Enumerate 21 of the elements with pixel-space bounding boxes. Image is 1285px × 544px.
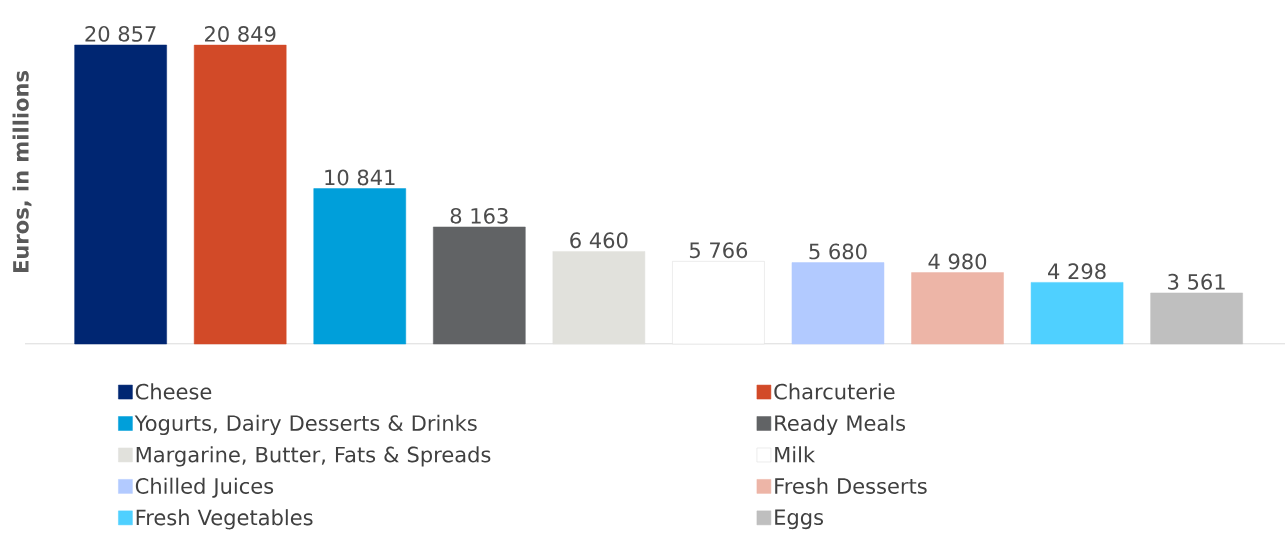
legend-label: Fresh Vegetables — [136, 509, 313, 530]
legend-label: Charcuterie — [774, 383, 895, 400]
data-label: 5 680 — [809, 243, 867, 260]
legend-label: Chilled Juices — [135, 477, 274, 498]
legend-label: Ready Meals — [775, 414, 906, 436]
legend-label: Cheese — [135, 383, 212, 400]
data-label: 5 766 — [689, 242, 748, 259]
data-label: 4 980 — [928, 253, 987, 270]
data-label: 3 561 — [1168, 273, 1225, 290]
legend-label: Milk — [775, 446, 816, 463]
legend-label: Eggs — [775, 509, 824, 530]
data-label: 6 460 — [570, 232, 628, 249]
data-label: 20 857 — [85, 25, 156, 42]
legend-label: Fresh Desserts — [775, 477, 927, 494]
data-label: 8 163 — [450, 207, 508, 224]
y-axis-title: Euros, in millions — [12, 71, 32, 273]
legend-label: Margarine, Butter, Fats & Spreads — [136, 446, 491, 467]
legend-label: Yogurts, Dairy Desserts & Drinks — [134, 414, 477, 436]
data-label: 4 298 — [1048, 263, 1106, 280]
data-label: 20 849 — [205, 26, 276, 42]
data-label: 10 841 — [325, 169, 395, 186]
